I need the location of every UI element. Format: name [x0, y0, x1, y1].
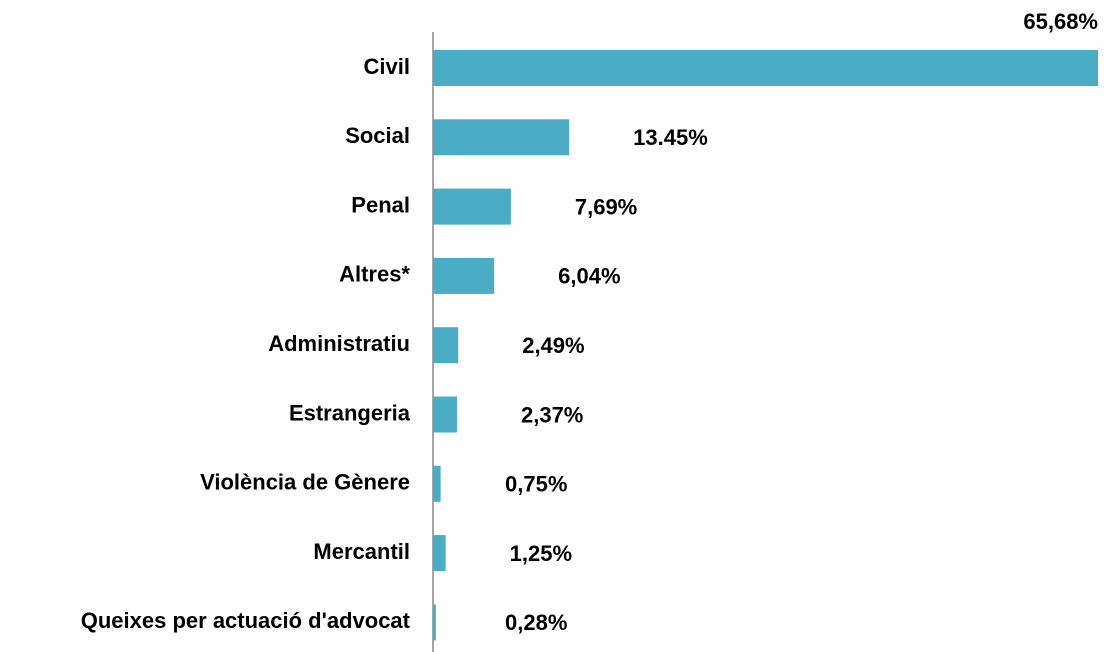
category-label: Penal — [351, 192, 410, 217]
bar — [433, 257, 495, 294]
bar — [433, 535, 446, 572]
bar — [433, 119, 570, 156]
value-label: 2,49% — [522, 333, 584, 358]
category-label: Altres* — [339, 262, 410, 287]
bar — [433, 327, 459, 364]
value-label: 0,28% — [505, 610, 567, 635]
value-label: 7,69% — [575, 194, 637, 219]
value-label: 65,68% — [1023, 9, 1098, 34]
bar — [433, 465, 441, 502]
category-label: Civil — [364, 54, 410, 79]
category-label: Violència de Gènere — [200, 470, 410, 495]
bar — [433, 50, 1098, 86]
category-label: Queixes per actuació d'advocat — [81, 608, 411, 633]
value-label: 2,37% — [521, 402, 583, 427]
value-label: 13.45% — [633, 125, 708, 150]
value-label: 6,04% — [558, 264, 620, 289]
bar — [433, 604, 436, 641]
category-label: Social — [345, 123, 410, 148]
category-label: Administratiu — [268, 331, 410, 356]
value-label: 1,25% — [510, 541, 572, 566]
category-label: Mercantil — [313, 539, 410, 564]
category-label: Estrangeria — [289, 400, 411, 425]
bar — [433, 188, 511, 225]
value-label: 0,75% — [505, 472, 567, 497]
bar — [433, 396, 457, 433]
